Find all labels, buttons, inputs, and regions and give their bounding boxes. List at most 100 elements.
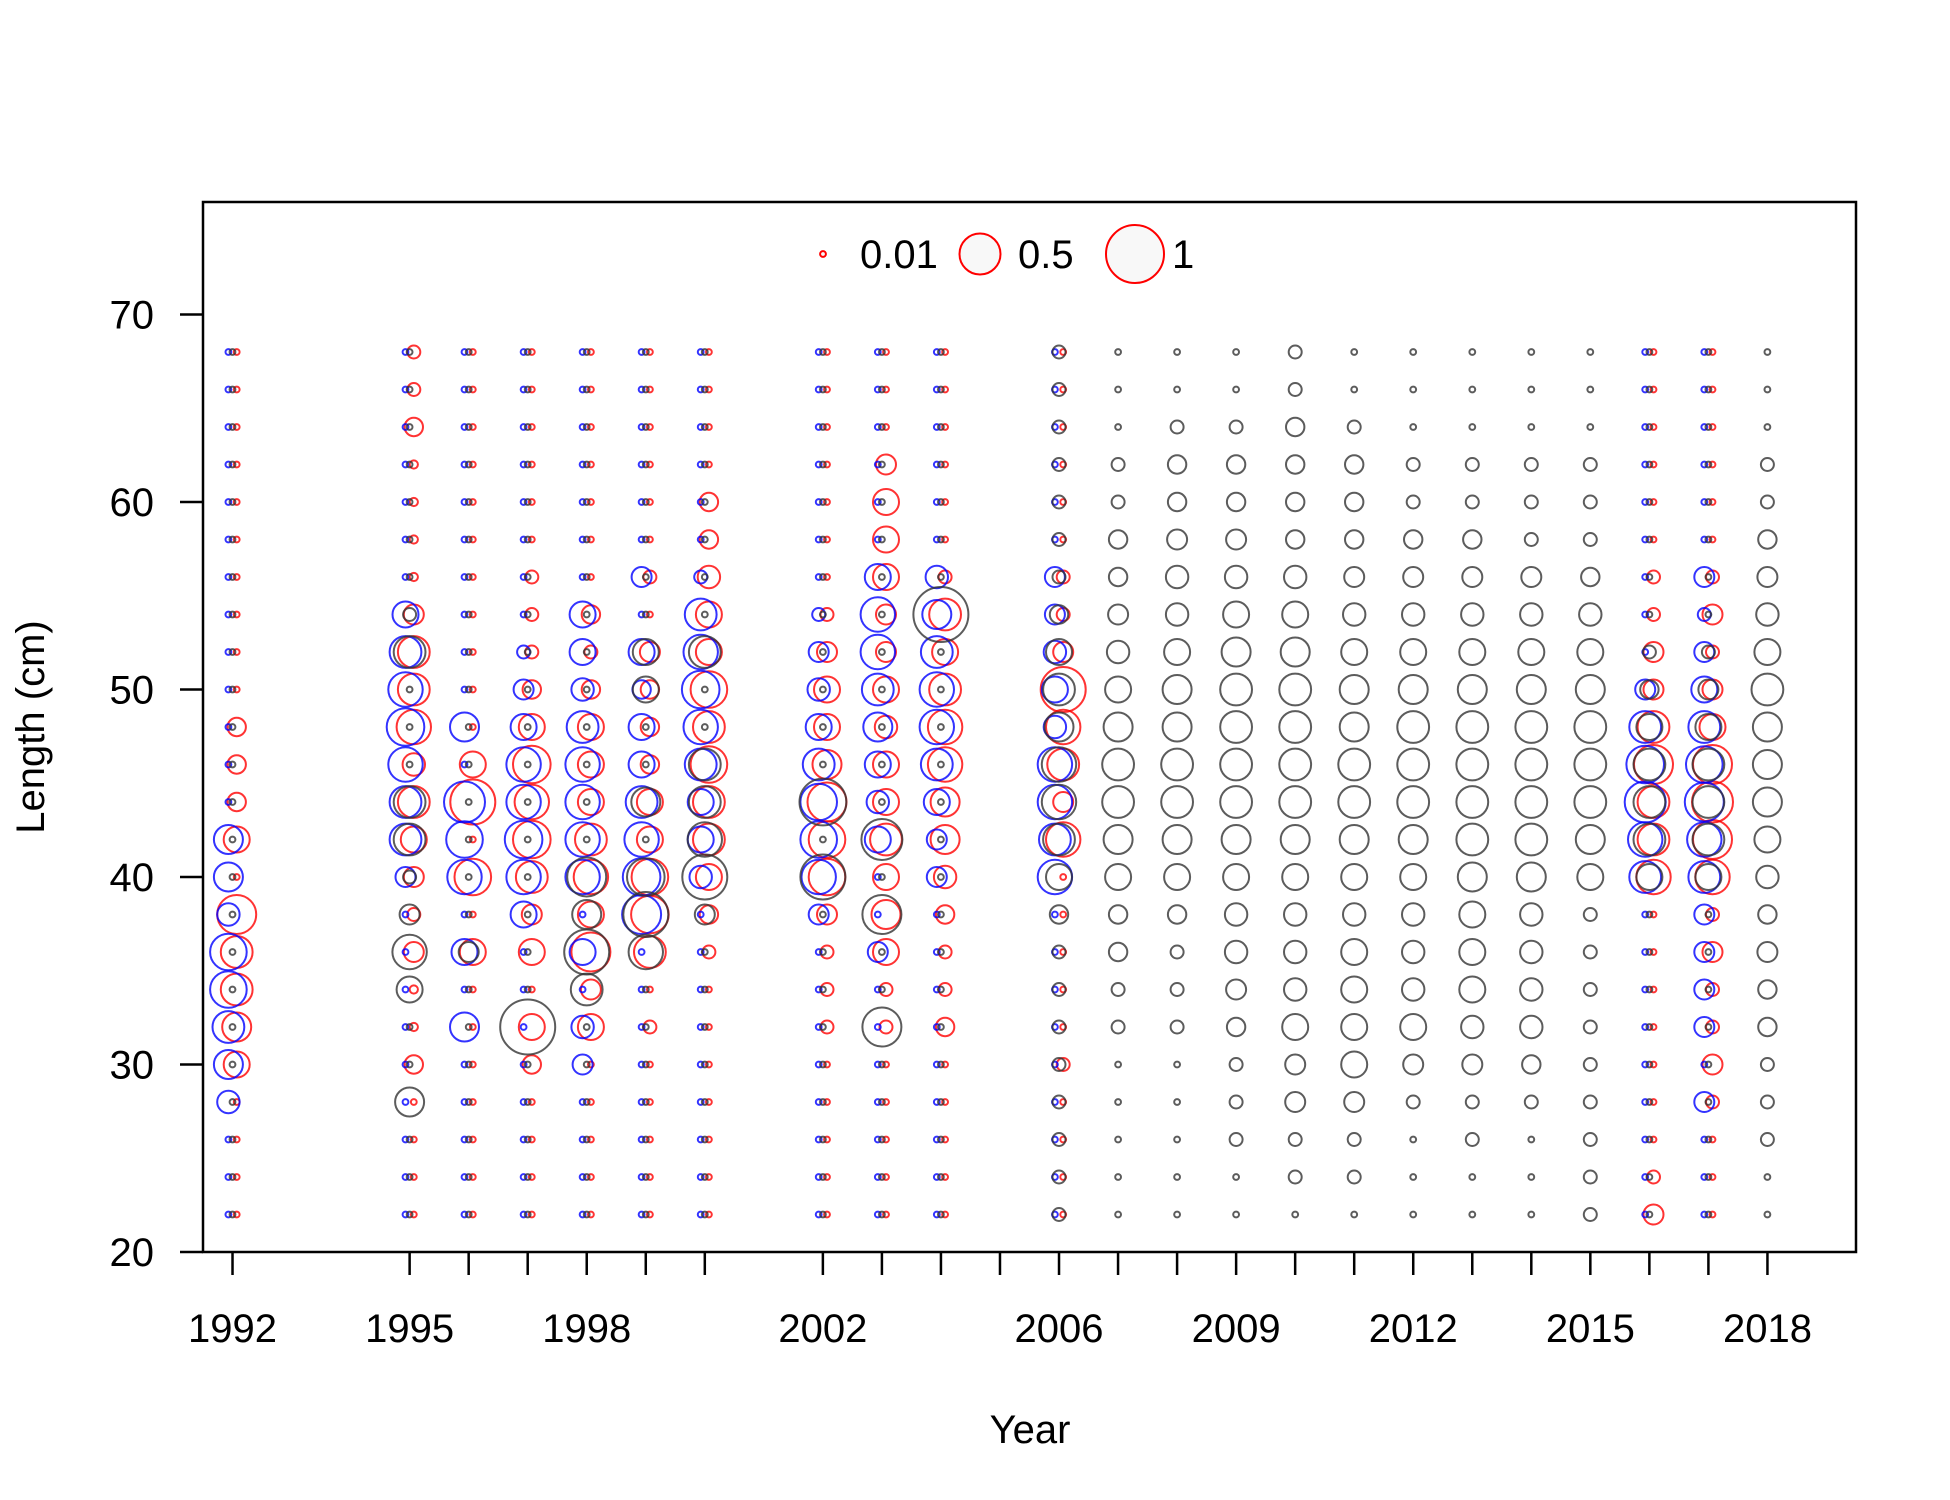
bubble-male-1995-60 bbox=[401, 498, 410, 506]
bubble-combined-2000-62 bbox=[700, 460, 709, 469]
bubble-female-1996-42 bbox=[468, 835, 477, 844]
bubble-male-1996-54 bbox=[460, 610, 469, 619]
bubble-female-2006-44 bbox=[1052, 791, 1075, 813]
bubble-combined-2006-28 bbox=[1051, 1094, 1067, 1110]
bubble-male-2004-24 bbox=[932, 1173, 941, 1181]
bubble-combined-2004-36 bbox=[937, 948, 945, 956]
bubble-female-1992-30 bbox=[222, 1050, 251, 1079]
bubble-male-2006-56 bbox=[1043, 566, 1066, 588]
bubble-combined-2010-52 bbox=[1279, 636, 1311, 668]
bubble-combined-1997-68 bbox=[523, 348, 532, 356]
bubble-male-2006-44 bbox=[1036, 783, 1074, 821]
bubble-combined-2003-32 bbox=[861, 1006, 903, 1048]
bubble-combined-1999-66 bbox=[641, 385, 650, 394]
bubble-male-2002-28 bbox=[814, 1098, 823, 1106]
bubble-female-2003-30 bbox=[882, 1060, 890, 1069]
bubble-male-2004-46 bbox=[919, 747, 954, 782]
bubble-male-1999-42 bbox=[623, 821, 660, 858]
bubble-male-1997-32 bbox=[519, 1023, 528, 1031]
bubble-male-1995-50 bbox=[387, 671, 424, 708]
bubble-combined-2008-62 bbox=[1166, 454, 1188, 475]
bubble-combined-2015-56 bbox=[1580, 566, 1601, 588]
bubble-combined-2013-28 bbox=[1464, 1094, 1480, 1110]
bubble-combined-2010-50 bbox=[1278, 672, 1313, 707]
bubble-combined-2002-58 bbox=[819, 535, 827, 544]
bubble-combined-2018-24 bbox=[1763, 1173, 1772, 1181]
bubble-combined-2013-66 bbox=[1468, 385, 1477, 394]
bubble-male-2016-48 bbox=[1628, 710, 1663, 744]
bubble-male-2002-40 bbox=[800, 858, 837, 896]
bubble-combined-2015-48 bbox=[1573, 710, 1608, 744]
bubble-combined-1992-36 bbox=[228, 948, 237, 956]
bubble-male-1992-50 bbox=[224, 685, 233, 694]
bubble-male-1999-58 bbox=[637, 535, 646, 544]
bubble-female-2000-28 bbox=[705, 1098, 713, 1106]
bubble-combined-2017-34 bbox=[1704, 985, 1713, 994]
bubble-male-1992-44 bbox=[224, 798, 233, 806]
y-axis: 20 30 40 50 60 70 bbox=[110, 294, 203, 1275]
bubble-female-2000-26 bbox=[705, 1135, 713, 1144]
bubble-female-2000-34 bbox=[705, 985, 713, 994]
bubble-female-1996-52 bbox=[468, 648, 477, 656]
bubble-female-1992-48 bbox=[226, 716, 247, 738]
bubble-combined-2018-40 bbox=[1755, 864, 1780, 890]
bubble-female-2004-60 bbox=[941, 498, 949, 506]
bubble-female-1995-62 bbox=[408, 459, 419, 470]
bubble-combined-1995-54 bbox=[402, 607, 418, 622]
bubble-female-1999-68 bbox=[646, 348, 654, 356]
bubble-female-1996-36 bbox=[458, 938, 487, 966]
bubble-combined-1996-66 bbox=[464, 385, 473, 394]
bubble-female-1996-50 bbox=[468, 685, 477, 694]
bubble-male-1998-24 bbox=[578, 1173, 587, 1181]
bubble-combined-2000-52 bbox=[687, 635, 722, 669]
bubble-female-2004-64 bbox=[941, 423, 949, 431]
bubble-male-1997-28 bbox=[519, 1098, 528, 1106]
bubble-female-1996-54 bbox=[468, 610, 477, 619]
bubble-male-1995-66 bbox=[401, 385, 410, 394]
bubble-female-2003-52 bbox=[875, 641, 897, 663]
bubble-combined-2008-32 bbox=[1169, 1019, 1185, 1035]
bubble-combined-1997-32 bbox=[499, 998, 557, 1056]
bubble-combined-2015-58 bbox=[1582, 532, 1598, 547]
bubble-combined-2003-40 bbox=[878, 873, 886, 881]
bubble-male-1996-52 bbox=[460, 648, 469, 656]
bubble-female-1992-68 bbox=[232, 348, 241, 356]
bubble-female-2004-66 bbox=[941, 385, 949, 394]
bubble-male-2000-48 bbox=[682, 708, 719, 746]
bubble-combined-2006-24 bbox=[1051, 1169, 1067, 1185]
bubble-combined-1999-32 bbox=[641, 1023, 650, 1031]
bubble-female-1992-44 bbox=[226, 791, 247, 813]
bubble-male-1992-64 bbox=[224, 423, 233, 431]
bubble-combined-1995-66 bbox=[405, 385, 414, 394]
bubble-combined-2002-52 bbox=[819, 648, 827, 656]
bubble-male-2002-22 bbox=[814, 1210, 823, 1219]
bubble-combined-1995-32 bbox=[405, 1023, 414, 1031]
bubble-male-2016-58 bbox=[1641, 535, 1650, 544]
bubble-female-1995-48 bbox=[395, 708, 432, 746]
bubble-male-1998-44 bbox=[564, 783, 601, 821]
bubble-male-1996-46 bbox=[460, 760, 469, 769]
bubble-combined-2013-62 bbox=[1464, 457, 1480, 472]
bubble-combined-1997-34 bbox=[523, 985, 532, 994]
bubble-combined-2004-52 bbox=[937, 648, 945, 656]
bubble-combined-1998-34 bbox=[569, 972, 604, 1007]
bubble-combined-2013-32 bbox=[1460, 1014, 1485, 1040]
bubble-combined-2002-68 bbox=[819, 348, 827, 356]
bubble-female-2017-54 bbox=[1701, 603, 1724, 626]
bubble-combined-2012-46 bbox=[1396, 747, 1431, 782]
bubble-male-1997-38 bbox=[509, 900, 538, 929]
bubble-combined-2014-64 bbox=[1527, 423, 1536, 431]
bubble-female-2002-48 bbox=[813, 713, 841, 741]
bubble-combined-2000-48 bbox=[700, 723, 709, 731]
bubble-combined-2000-54 bbox=[700, 610, 709, 619]
bubble-combined-1992-38 bbox=[228, 910, 237, 919]
bubble-male-1998-42 bbox=[564, 821, 601, 858]
bubble-combined-2017-44 bbox=[1691, 785, 1726, 819]
bubble-female-1999-24 bbox=[646, 1173, 654, 1181]
bubble-male-2002-64 bbox=[814, 423, 823, 431]
bubble-combined-1997-46 bbox=[523, 760, 532, 769]
bubble-male-1996-56 bbox=[460, 573, 469, 581]
bubble-male-1996-48 bbox=[449, 711, 480, 743]
bubble-combined-2006-46 bbox=[1040, 746, 1078, 783]
